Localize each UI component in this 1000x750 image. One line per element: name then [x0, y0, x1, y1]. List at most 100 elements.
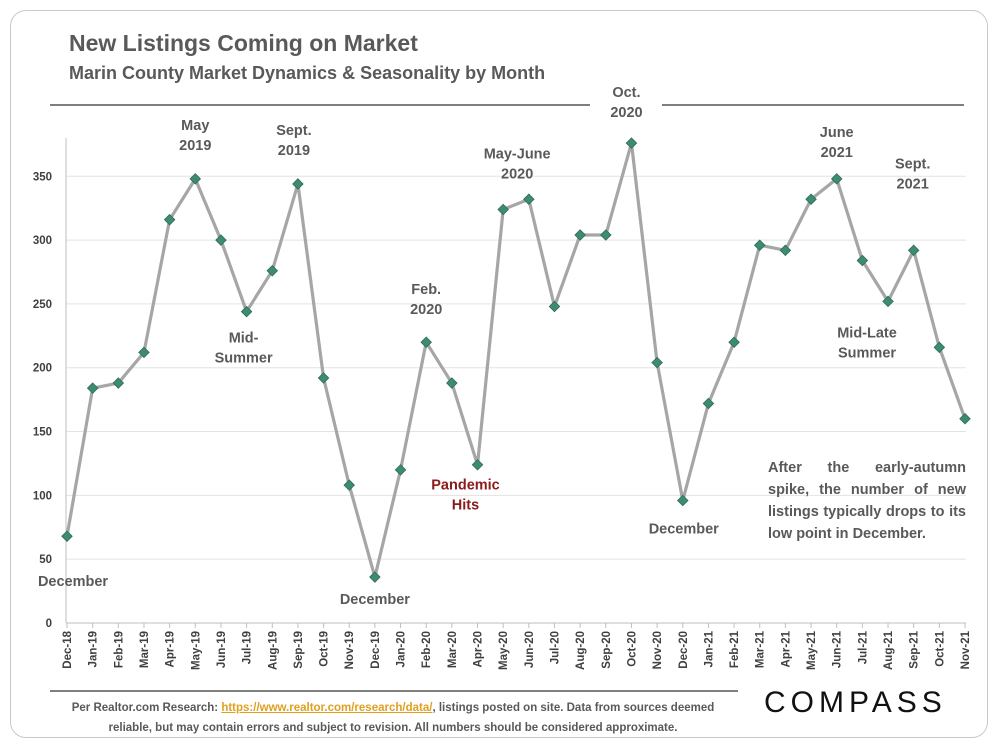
annotation-label: Pandemic: [431, 478, 500, 494]
annotation-label: 2020: [501, 166, 533, 182]
data-point: [61, 530, 73, 542]
footer-rule: [50, 690, 738, 692]
x-tick-label: Jun-19: [216, 631, 228, 668]
annotation-label: 2019: [179, 138, 211, 154]
data-point: [779, 244, 792, 257]
annotation-label: Feb.: [411, 282, 441, 298]
x-tick-label: Dec-19: [370, 631, 382, 669]
x-tick-label: Jan-19: [88, 631, 100, 667]
x-tick-label: Aug-20: [575, 631, 587, 670]
data-point: [625, 137, 638, 149]
annotation-label: 2020: [410, 302, 442, 318]
x-tick-label: Aug-19: [267, 631, 279, 670]
x-tick-label: Apr-19: [165, 631, 177, 667]
x-tick-label: Dec-18: [62, 630, 74, 668]
annotation-label: May: [181, 118, 209, 134]
data-point: [163, 213, 176, 226]
data-point: [471, 458, 484, 471]
data-point: [677, 494, 689, 507]
data-point: [907, 244, 920, 257]
x-tick-label: Nov-19: [344, 631, 356, 669]
data-point: [292, 178, 304, 190]
x-tick-label: Oct-21: [934, 630, 946, 666]
annotation-label: December: [38, 574, 108, 590]
annotation-label: Sept.: [276, 123, 311, 139]
x-tick-label: Nov-21: [960, 630, 972, 669]
x-tick-label: May-21: [806, 630, 818, 670]
series-line: [65, 141, 967, 579]
data-point: [86, 382, 99, 394]
data-point: [882, 295, 894, 308]
annotation-label: 2020: [610, 105, 642, 121]
annotation-label: 2019: [278, 143, 310, 159]
x-tick-label: Jul-21: [857, 630, 869, 664]
data-point: [215, 234, 227, 246]
annotation-label: 2021: [897, 176, 929, 192]
data-point: [933, 341, 946, 354]
data-point: [600, 229, 612, 241]
data-point: [420, 336, 432, 348]
x-tick-label: Jan-20: [396, 631, 408, 667]
y-tick-label: 200: [33, 363, 52, 375]
header-rule-right: [662, 104, 964, 106]
chart-note: After the early-autumn spike, the number…: [768, 460, 966, 542]
data-point: [702, 397, 715, 410]
x-tick-label: May-20: [498, 631, 510, 670]
source-suffix: , listings posted on site. Data from sou…: [108, 702, 715, 734]
data-point: [240, 305, 253, 318]
data-point: [574, 229, 586, 241]
annotation-label: 2021: [821, 145, 853, 161]
annotation-label: June: [820, 125, 854, 141]
y-tick-label: 100: [33, 490, 52, 502]
source-note: Per Realtor.com Research: https://www.re…: [55, 698, 731, 738]
annotation-label: December: [340, 592, 410, 608]
data-point: [394, 464, 407, 476]
source-prefix: Per Realtor.com Research:: [71, 702, 222, 714]
data-point: [266, 264, 279, 277]
x-tick-label: May-19: [190, 631, 202, 670]
annotation-label: Summer: [838, 345, 896, 361]
x-tick-label: Feb-19: [113, 631, 125, 668]
data-point: [138, 346, 150, 359]
data-point: [189, 173, 202, 185]
x-tick-label: Sep-21: [909, 630, 921, 668]
chart-title: New Listings Coming on Market: [69, 30, 418, 56]
x-tick-label: Jul-19: [242, 631, 254, 664]
data-point: [523, 193, 535, 206]
data-point: [830, 173, 843, 185]
x-tick-label: Jul-20: [549, 631, 561, 664]
data-point: [753, 239, 766, 251]
compass-logo: COMPASS: [764, 686, 947, 719]
data-point: [548, 300, 561, 313]
x-tick-label: Apr-21: [780, 630, 792, 667]
data-point: [856, 254, 869, 267]
x-tick-label: Mar-19: [139, 631, 151, 668]
y-tick-label: 300: [33, 235, 52, 247]
annotation-label: Oct.: [612, 85, 640, 101]
chart-frame: [10, 10, 988, 738]
annotation-label: May-June: [484, 146, 551, 162]
data-point: [369, 571, 381, 583]
x-tick-label: Jun-20: [524, 631, 536, 668]
y-tick-label: 150: [33, 427, 52, 439]
data-point: [446, 377, 458, 389]
x-tick-label: Aug-21: [883, 630, 895, 670]
data-point: [728, 336, 740, 348]
x-tick-label: Jan-21: [703, 630, 715, 667]
data-point: [343, 479, 355, 491]
x-tick-label: Mar-20: [447, 631, 459, 668]
y-tick-label: 50: [39, 554, 52, 566]
x-tick-label: Dec-20: [678, 631, 690, 669]
x-tick-label: Mar-21: [755, 630, 767, 668]
chart-subtitle: Marin County Market Dynamics & Seasonali…: [69, 63, 546, 83]
x-tick-label: Oct-19: [319, 631, 331, 667]
x-tick-label: Feb-21: [729, 630, 741, 668]
source-link[interactable]: https://www.realtor.com/research/data/: [221, 702, 433, 714]
data-point: [959, 413, 971, 425]
data-point: [805, 193, 817, 206]
y-tick-label: 350: [33, 171, 52, 183]
annotation-label: Sept.: [895, 156, 930, 172]
annotation-label: Mid-Late: [837, 325, 897, 341]
annotation-label: December: [649, 521, 719, 537]
